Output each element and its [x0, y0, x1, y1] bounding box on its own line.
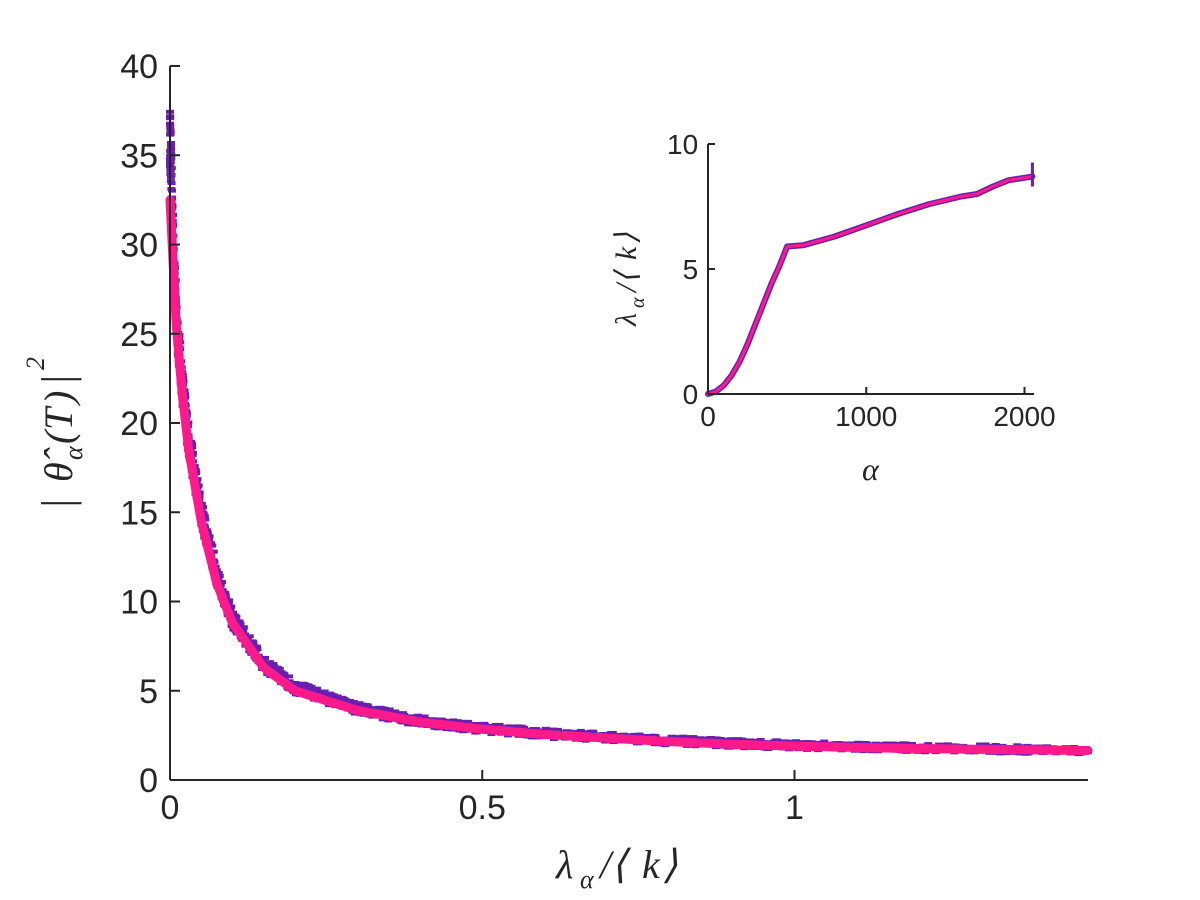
inset-axes: 0 1000 2000 0 5 10 — [667, 129, 1056, 432]
inset-series-layer — [705, 162, 1036, 397]
main-ylabel-exponent: 2 — [21, 357, 50, 370]
main-xlabel-alpha: α — [580, 865, 595, 894]
inset-ylabel-k: k — [610, 246, 643, 260]
main-ylabel-paren-close: ) — [36, 391, 81, 406]
inset-series-theory — [706, 175, 1034, 396]
main-x-tick-label: 0.5 — [459, 789, 506, 827]
main-ylabel-bar-left: | — [33, 498, 82, 510]
main-x-tick-label: 1 — [785, 789, 804, 827]
main-ylabel-bar-right: | — [33, 374, 82, 386]
main-x-tick-label: 0 — [161, 789, 180, 827]
inset-chart: 0 1000 2000 0 5 10 λ α /⟨ k ⟩ α — [610, 129, 1056, 487]
main-y-tick-label: 20 — [120, 405, 158, 443]
main-y-tick-label: 10 — [120, 584, 158, 622]
main-ylabel-alpha: α — [59, 445, 88, 460]
inset-x-tick-label: 2000 — [993, 401, 1055, 432]
main-y-tick-label: 35 — [120, 137, 158, 175]
main-y-tick-label: 25 — [120, 316, 158, 354]
main-series-layer — [165, 109, 1093, 757]
inset-y-tick-label: 10 — [667, 129, 698, 160]
inset-ylabel: λ α /⟨ k ⟩ — [610, 232, 649, 327]
main-y-tick-label: 30 — [120, 227, 158, 265]
inset-x-tick-label: 0 — [700, 401, 716, 432]
main-series-simulation — [166, 109, 1092, 757]
main-xlabel-k: k — [642, 842, 661, 887]
inset-xlabel: α — [862, 451, 880, 487]
main-xlabel-rangle: ⟩ — [662, 842, 678, 887]
inset-y-tick-label: 5 — [683, 254, 699, 285]
inset-ylabel-rangle: ⟩ — [610, 232, 643, 244]
inset-ylabel-alpha: α — [627, 297, 649, 308]
main-xlabel: λ α /⟨ k ⟩ — [555, 842, 678, 894]
main-y-tick-label: 40 — [120, 48, 158, 86]
main-ylabel: | θ̂ α ( T ) | 2 — [21, 357, 88, 510]
main-xlabel-lambda: λ — [555, 842, 573, 887]
main-ylabel-T: T — [36, 405, 81, 430]
main-series-theory — [165, 195, 1093, 755]
main-ylabel-paren: ( — [36, 428, 81, 444]
inset-series-simulation — [705, 173, 1036, 397]
main-y-tick-label: 0 — [139, 762, 158, 800]
main-xlabel-slash: /⟨ — [598, 842, 631, 887]
main-y-tick-label: 5 — [139, 673, 158, 711]
inset-ylabel-lambda: λ — [610, 313, 643, 327]
inset-x-tick-label: 1000 — [835, 401, 897, 432]
inset-y-tick-label: 0 — [683, 379, 699, 410]
main-y-tick-label: 15 — [120, 494, 158, 532]
inset-ylabel-slash: /⟨ — [610, 269, 643, 294]
